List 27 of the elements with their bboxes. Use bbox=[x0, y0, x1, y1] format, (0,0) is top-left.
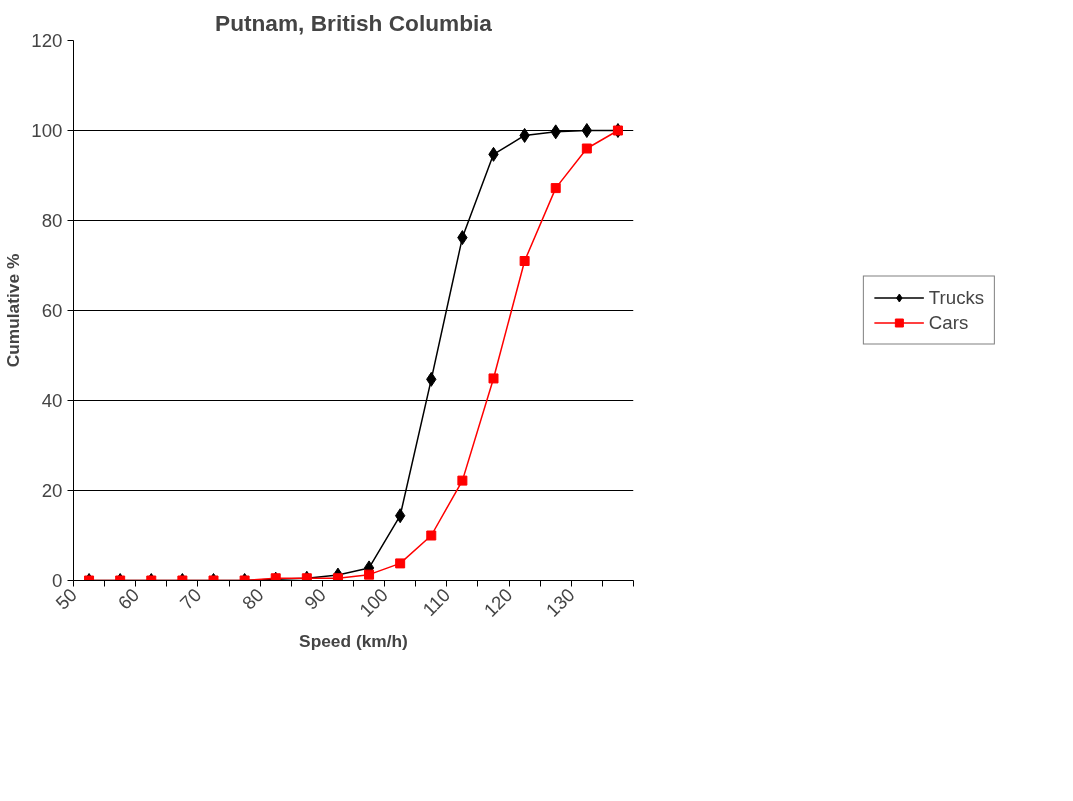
x-tick-label: 100 bbox=[355, 584, 393, 621]
point bbox=[550, 183, 561, 194]
legend-label: Trucks bbox=[928, 286, 985, 309]
point bbox=[581, 143, 592, 154]
y-axis-title: Cumulative % bbox=[3, 253, 24, 368]
x-tick-label: 70 bbox=[175, 584, 206, 614]
y-tick-label: 40 bbox=[41, 390, 63, 411]
point bbox=[581, 123, 592, 138]
x-tick-label: 130 bbox=[541, 584, 579, 621]
y-tick-label: 0 bbox=[52, 570, 63, 591]
x-tick-label: 110 bbox=[418, 584, 455, 620]
y-tick-label: 60 bbox=[41, 300, 63, 321]
y-tick-label: 80 bbox=[41, 210, 63, 231]
point bbox=[519, 256, 530, 266]
point bbox=[332, 573, 343, 581]
y-tick-label: 100 bbox=[31, 120, 63, 141]
x-tick-label: 120 bbox=[479, 584, 517, 621]
chart-title: Putnam, British Columbia bbox=[215, 9, 493, 36]
legend-label: Cars bbox=[928, 311, 969, 334]
x-tick-label: 90 bbox=[300, 584, 330, 614]
y-tick-label: 20 bbox=[41, 480, 63, 501]
y-tick-label: 120 bbox=[31, 30, 63, 51]
point bbox=[488, 373, 499, 384]
x-tick-label: 60 bbox=[113, 584, 144, 614]
x-tick-label: 80 bbox=[238, 584, 268, 614]
point bbox=[457, 475, 468, 486]
x-axis-title: Speed (km/h) bbox=[299, 630, 408, 651]
